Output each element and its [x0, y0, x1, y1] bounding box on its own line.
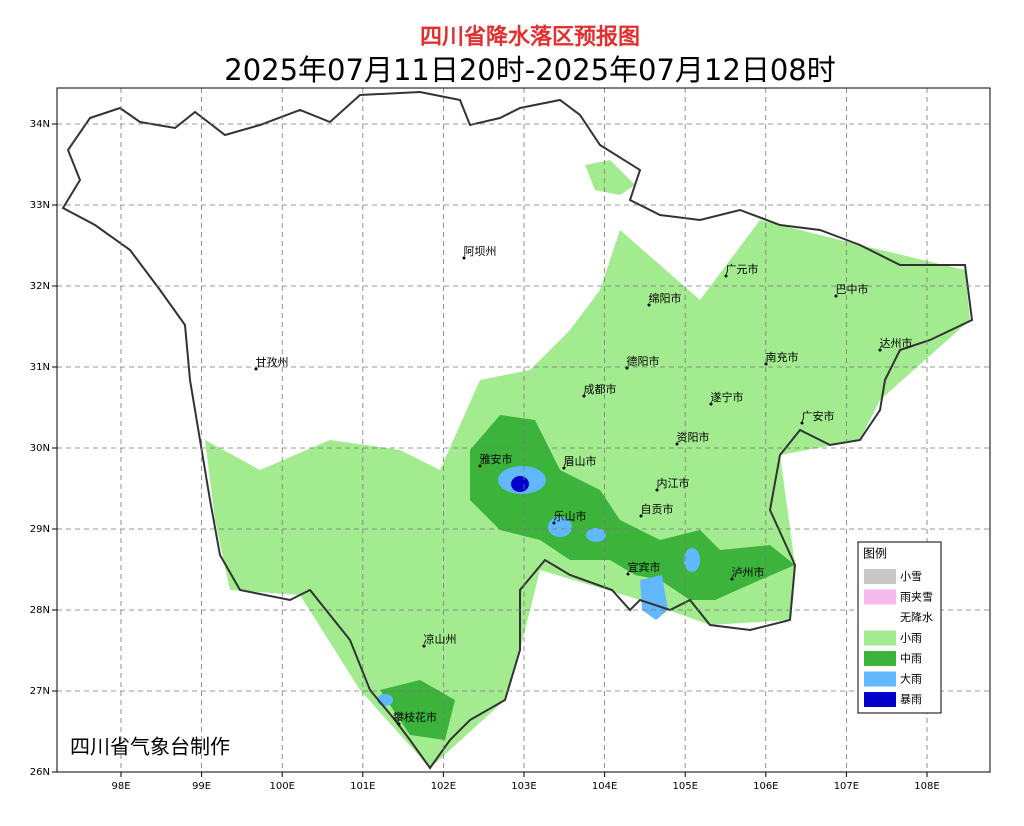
- legend-label: 暴雨: [900, 693, 922, 706]
- legend-swatch: [864, 569, 896, 584]
- region-label: 凉山州: [424, 632, 457, 646]
- lon-tick-label: 103E: [511, 781, 536, 792]
- legend-label: 小雨: [900, 632, 922, 645]
- lat-tick-label: 32N: [30, 281, 50, 292]
- lat-tick-label: 27N: [30, 686, 50, 697]
- lon-tick-label: 99E: [192, 781, 211, 792]
- legend-label: 小雪: [900, 570, 922, 583]
- region-label: 宜宾市: [628, 560, 661, 574]
- region-label: 雅安市: [480, 452, 513, 466]
- lat-tick-label: 31N: [30, 362, 50, 373]
- city-dot: [724, 274, 728, 278]
- region-label: 泸州市: [732, 565, 765, 579]
- region-label: 甘孜州: [256, 355, 289, 369]
- region-label: 巴中市: [836, 282, 869, 296]
- city-dot: [800, 421, 804, 425]
- map-title: 四川省降水落区预报图: [420, 25, 640, 50]
- credit: 四川省气象台制作: [70, 735, 230, 759]
- lat-tick-label: 28N: [30, 605, 50, 616]
- lon-tick-label: 105E: [672, 781, 697, 792]
- city-dot: [462, 256, 466, 260]
- city-dot: [582, 394, 586, 398]
- city-dot: [562, 466, 566, 470]
- lon-tick-label: 108E: [914, 781, 939, 792]
- region-label: 达州市: [880, 336, 913, 350]
- region-label: 广安市: [802, 409, 835, 423]
- region-label: 德阳市: [627, 354, 660, 368]
- light-rain-area: [585, 160, 635, 195]
- city-dot: [626, 572, 630, 576]
- city-dot: [422, 644, 426, 648]
- legend-swatch: [864, 692, 896, 707]
- lat-tick-label: 26N: [30, 767, 50, 778]
- lat-tick-label: 34N: [30, 119, 50, 130]
- region-label: 攀枝花市: [393, 710, 437, 724]
- city-dot: [675, 442, 679, 446]
- lat-tick-label: 29N: [30, 524, 50, 535]
- legend-label: 大雨: [900, 672, 922, 686]
- city-dot: [655, 488, 659, 492]
- lat-tick-label: 33N: [30, 200, 50, 211]
- city-dot: [639, 514, 643, 518]
- province-outline: [61, 90, 974, 770]
- city-dot: [709, 402, 713, 406]
- city-dot: [552, 521, 556, 525]
- legend-title: 图例: [863, 547, 887, 561]
- legend-label: 中雨: [900, 652, 922, 665]
- map-subtitle: 2025年07月11日20时-2025年07月12日08时: [224, 53, 835, 87]
- legend-swatch: [864, 671, 896, 687]
- city-dot: [478, 464, 482, 468]
- region-label: 阿坝州: [464, 244, 497, 258]
- heavy-rain-area: [640, 575, 668, 620]
- legend-box: [857, 541, 942, 714]
- lon-tick-label: 104E: [592, 781, 617, 792]
- lon-tick-label: 100E: [269, 781, 294, 792]
- map-frame: [56, 87, 991, 773]
- region-label: 自贡市: [641, 502, 674, 516]
- legend-swatch: [864, 630, 896, 646]
- legend-swatch: [864, 589, 896, 605]
- heavy-rain-area: [586, 528, 606, 542]
- region-label: 绵阳市: [649, 291, 682, 305]
- city-dot: [764, 362, 768, 366]
- legend-swatch: [864, 651, 896, 666]
- region-label: 眉山市: [564, 454, 597, 468]
- city-dot: [878, 348, 882, 352]
- city-dot: [625, 366, 629, 370]
- lon-tick-label: 107E: [834, 781, 859, 792]
- lat-tick-label: 30N: [30, 443, 50, 454]
- legend-swatch: [864, 610, 896, 625]
- rainstorm-area: [511, 476, 529, 492]
- city-dot: [647, 303, 651, 307]
- heavy-rain-area: [684, 548, 700, 572]
- region-label: 成都市: [584, 382, 617, 396]
- lon-tick-label: 102E: [431, 781, 456, 792]
- region-label: 南充市: [766, 350, 799, 364]
- lon-tick-label: 98E: [111, 781, 130, 792]
- city-dot: [397, 722, 401, 726]
- legend-label: 无降水: [900, 610, 933, 624]
- region-label: 广元市: [726, 262, 759, 276]
- lon-tick-label: 106E: [753, 781, 778, 792]
- moderate-rain-area: [380, 680, 455, 740]
- precip-areas: [61, 90, 974, 770]
- legend-label: 雨夹雪: [900, 591, 933, 604]
- lon-tick-label: 101E: [350, 781, 375, 792]
- region-label: 内江市: [657, 476, 690, 490]
- region-label: 乐山市: [554, 509, 587, 523]
- city-dot: [254, 367, 258, 371]
- city-dot: [730, 577, 734, 581]
- moderate-rain-area: [470, 415, 795, 600]
- city-dot: [834, 294, 838, 298]
- region-label: 资阳市: [677, 430, 710, 444]
- region-label: 遂宁市: [711, 390, 744, 404]
